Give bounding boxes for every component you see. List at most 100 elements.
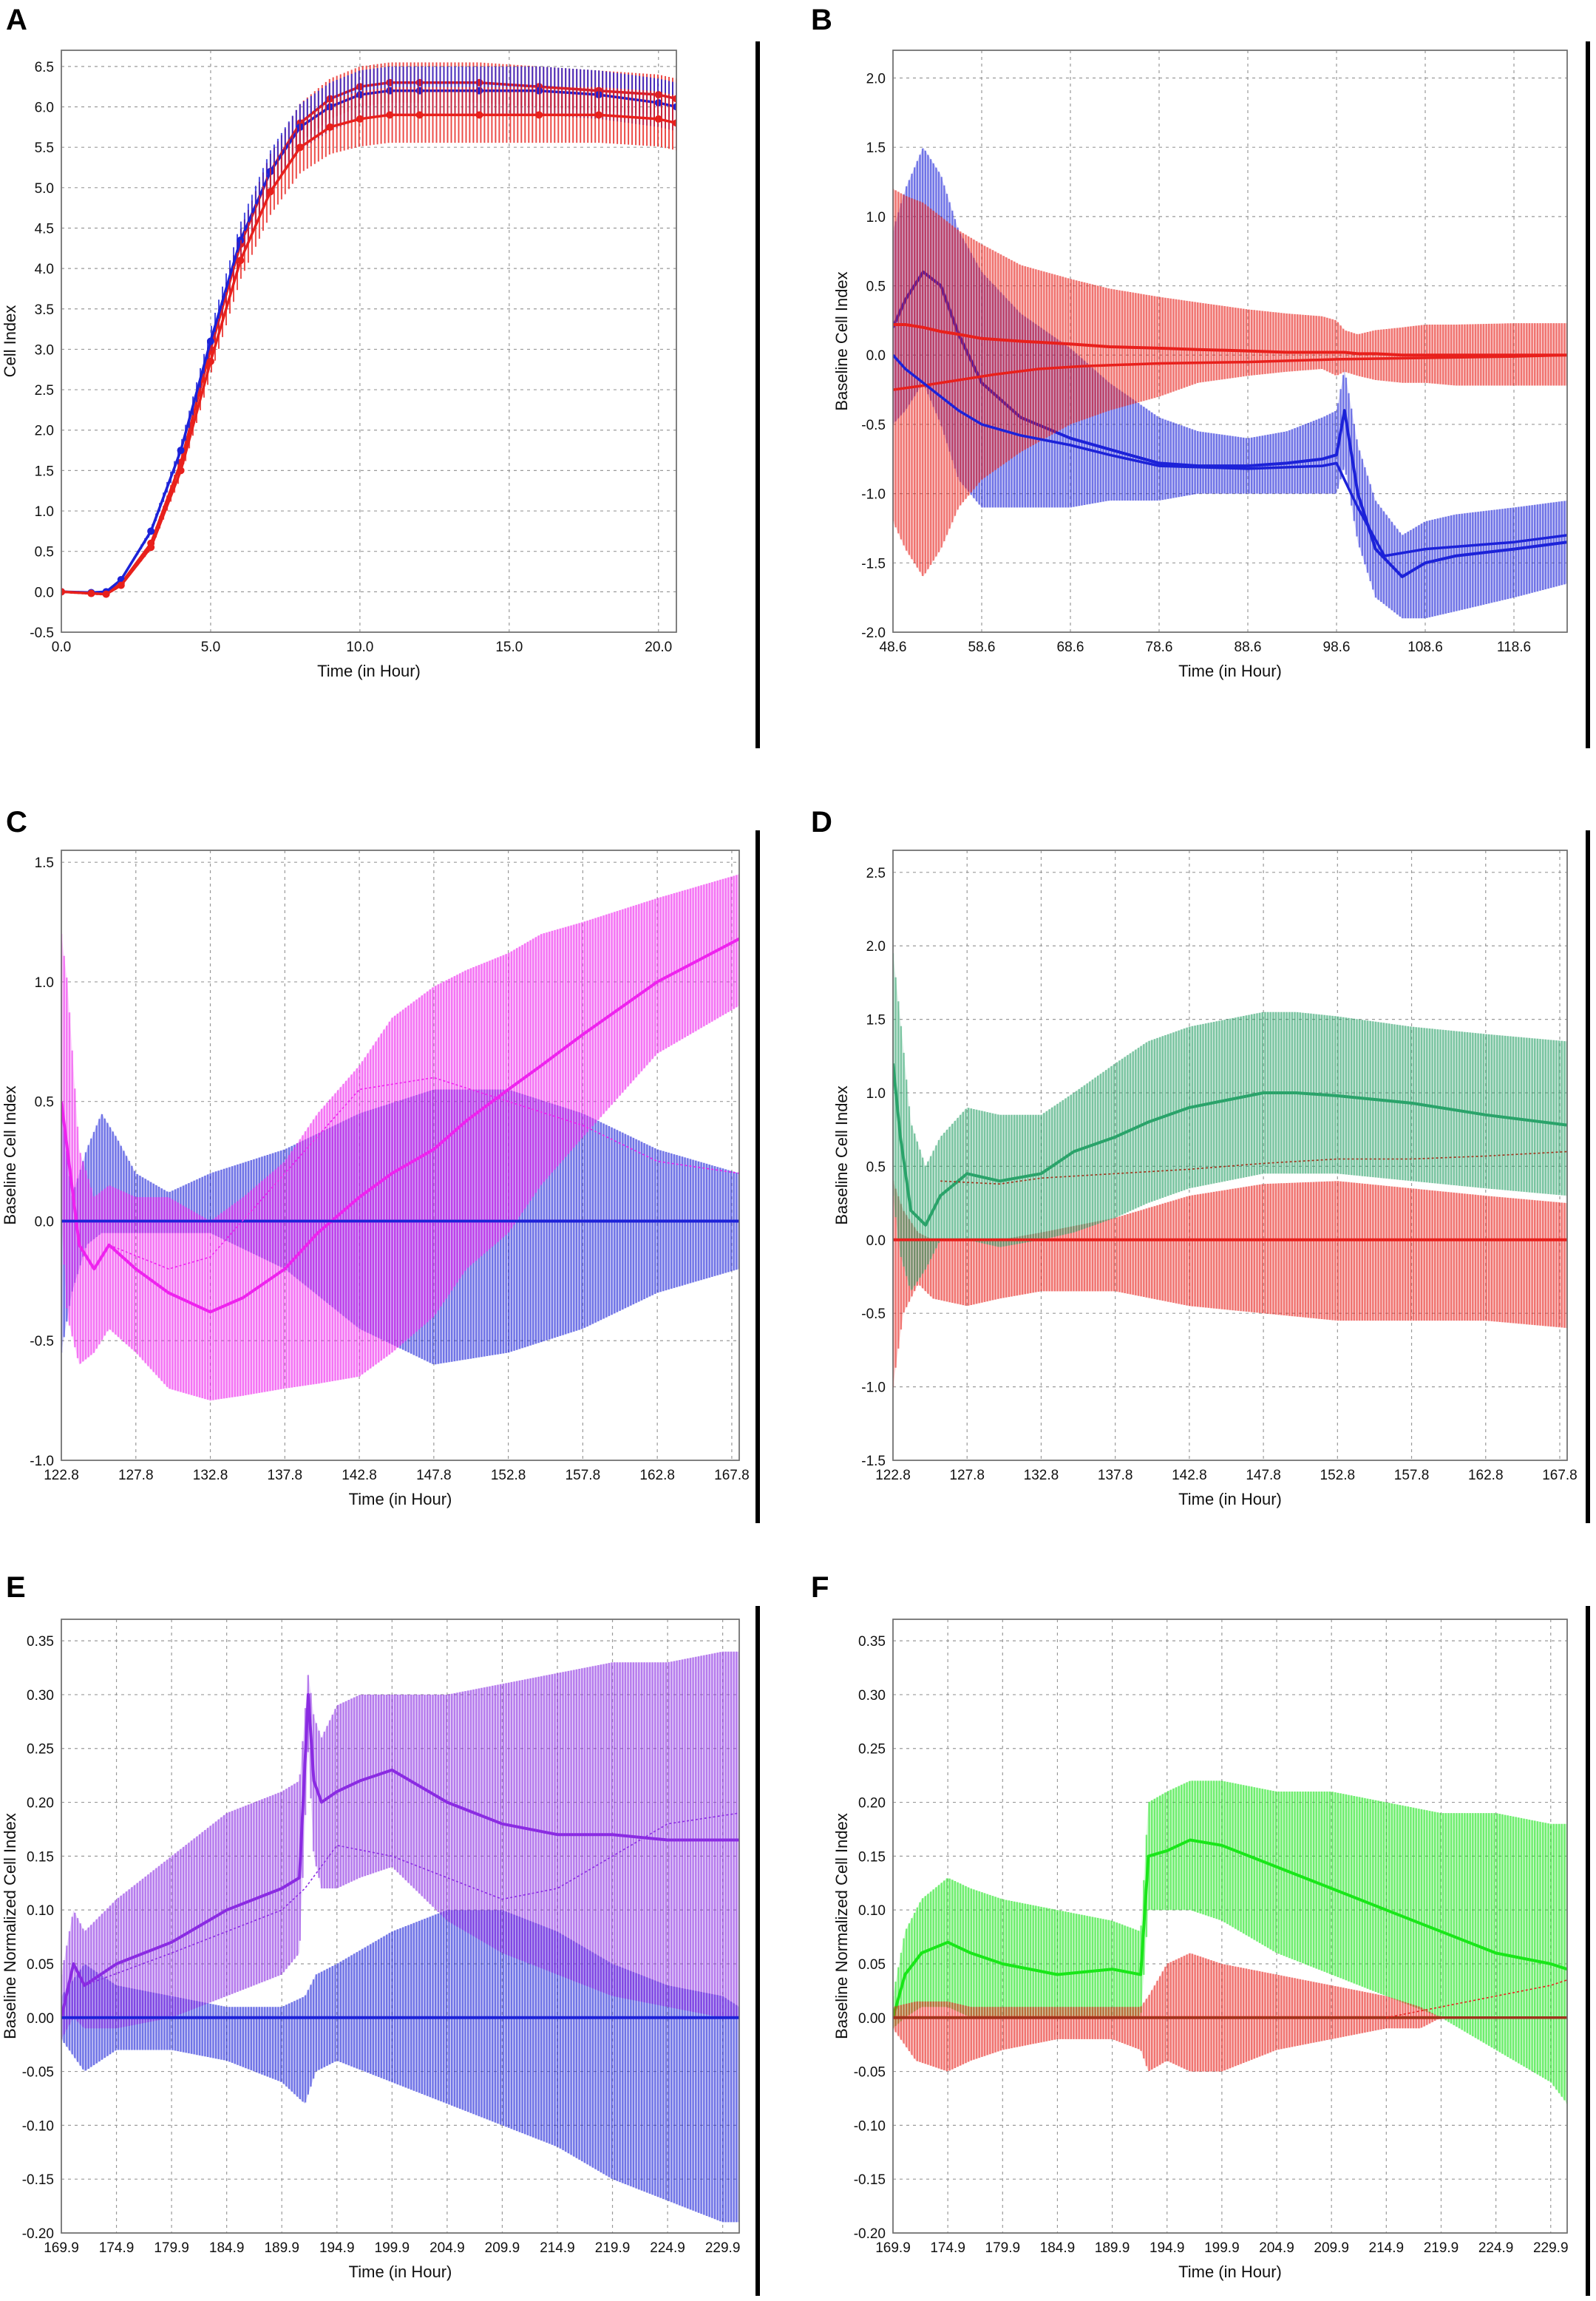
series-red-band xyxy=(893,189,1567,577)
x-tick-label: 209.9 xyxy=(1314,2240,1349,2256)
x-tick-label: 78.6 xyxy=(1146,640,1173,655)
y-tick-label: 0.0 xyxy=(866,348,886,364)
y-tick-label: -0.05 xyxy=(22,2065,54,2081)
y-tick-label: 0.15 xyxy=(27,1849,54,1865)
data-point xyxy=(415,111,424,119)
y-tick-label: 2.5 xyxy=(866,866,886,881)
y-tick-label: 0.00 xyxy=(858,2011,886,2027)
y-tick-label: -0.10 xyxy=(22,2118,54,2134)
y-tick-label: -0.05 xyxy=(854,2065,886,2081)
x-tick-label: 68.6 xyxy=(1057,640,1084,655)
panel-b: B 48.6 58.6 68.6 78.6 88.6 98.6 108.6 118.6 -2.0 -… xyxy=(811,4,1590,748)
mean-line xyxy=(893,1063,1567,1227)
y-tick-label: -0.5 xyxy=(30,1334,54,1349)
x-axis-label: Time (in Hour) xyxy=(317,662,421,680)
x-tick-label: 194.9 xyxy=(319,2240,355,2256)
data-point xyxy=(386,111,394,119)
data-point xyxy=(87,589,95,597)
error-band xyxy=(893,953,1567,1292)
x-tick-label: 174.9 xyxy=(930,2240,965,2256)
y-axis-label: Baseline Normalized Cell Index xyxy=(1,1813,19,2039)
x-tick-label: 204.9 xyxy=(429,2240,465,2256)
x-tick-label: 179.9 xyxy=(154,2240,189,2256)
data-point xyxy=(594,111,602,119)
x-tick-label: 108.6 xyxy=(1407,640,1443,655)
panel-letter: B xyxy=(811,4,832,36)
x-axis-label: Time (in Hour) xyxy=(349,2263,452,2281)
panel-letter: F xyxy=(811,1571,829,1604)
plot-border xyxy=(892,850,1568,1461)
data-point xyxy=(356,83,364,91)
y-tick-label: 4.0 xyxy=(35,262,54,277)
y-tick-label: 0.15 xyxy=(858,1849,886,1865)
y-tick-label: 2.5 xyxy=(35,383,54,399)
x-tick-label: 179.9 xyxy=(985,2240,1021,2256)
x-tick-label: 209.9 xyxy=(485,2240,520,2256)
plot-border xyxy=(61,1619,740,2234)
series-magenta-mean-2 xyxy=(109,1077,739,1270)
y-tick-label: 0.5 xyxy=(35,1095,54,1111)
y-tick-label: 0.05 xyxy=(858,1957,886,1973)
plot-border xyxy=(892,1619,1568,2234)
x-tick-label: 194.9 xyxy=(1150,2240,1185,2256)
y-tick-label: 2.0 xyxy=(866,71,886,87)
plot-border xyxy=(892,50,1568,633)
y-tick-label: -0.20 xyxy=(22,2226,54,2242)
series-magenta-band xyxy=(61,874,739,1401)
data-point xyxy=(237,257,245,265)
data-point xyxy=(177,447,185,455)
x-tick-label: 15.0 xyxy=(495,640,523,655)
x-axis-label: Time (in Hour) xyxy=(1178,2263,1282,2281)
x-tick-label: 162.8 xyxy=(639,1468,675,1483)
x-tick-label: 127.8 xyxy=(949,1468,985,1483)
x-tick-label: 98.6 xyxy=(1323,640,1351,655)
data-point xyxy=(535,111,543,119)
x-tick-label: 122.8 xyxy=(875,1468,911,1483)
y-tick-label: 1.0 xyxy=(35,975,54,991)
series-brown-mean-2 xyxy=(1386,1979,1567,2019)
error-bars xyxy=(893,1181,1567,1387)
y-tick-label: 0.10 xyxy=(858,1903,886,1919)
series-layer xyxy=(61,1651,739,2223)
x-tick-label: 167.8 xyxy=(1542,1468,1578,1483)
data-point xyxy=(356,115,364,123)
x-tick-label: 142.8 xyxy=(342,1468,377,1483)
y-tick-label: 0.0 xyxy=(35,585,54,600)
panel-separator-bar xyxy=(1586,830,1590,1523)
panel-separator-bar xyxy=(1586,1606,1590,2296)
panel-separator-bar xyxy=(755,1606,760,2296)
x-axis-label: Time (in Hour) xyxy=(349,1490,452,1508)
data-point xyxy=(673,95,676,103)
y-tick-label: 0.10 xyxy=(27,1903,54,1919)
x-tick-label: 48.6 xyxy=(880,640,907,655)
y-tick-label: 0.5 xyxy=(866,279,886,295)
y-tick-label: -0.5 xyxy=(30,626,54,641)
y-tick-label: 1.0 xyxy=(35,504,54,520)
data-point xyxy=(206,337,214,345)
y-axis-label: Baseline Normalized Cell Index xyxy=(832,1813,851,2039)
series-layer xyxy=(61,62,676,598)
y-tick-label: -1.0 xyxy=(30,1454,54,1469)
data-point xyxy=(117,581,125,589)
panel-separator-bar xyxy=(1586,41,1590,748)
mean-line xyxy=(893,1838,1567,2019)
x-tick-label: 132.8 xyxy=(193,1468,228,1483)
x-tick-label: 169.9 xyxy=(44,2240,79,2256)
x-tick-label: 174.9 xyxy=(99,2240,135,2256)
y-tick-label: -0.20 xyxy=(854,2226,886,2242)
y-tick-label: 0.30 xyxy=(27,1688,54,1704)
series-blue-mean-2 xyxy=(893,354,1567,558)
y-tick-label: 1.5 xyxy=(866,1013,886,1028)
x-tick-label: 20.0 xyxy=(645,640,672,655)
y-tick-label: 0.20 xyxy=(27,1796,54,1812)
y-tick-label: -0.15 xyxy=(22,2172,54,2188)
y-axis-label: Cell Index xyxy=(1,305,19,378)
x-tick-label: 147.8 xyxy=(416,1468,452,1483)
x-tick-label: 127.8 xyxy=(118,1468,154,1483)
y-tick-label: 0.0 xyxy=(866,1233,886,1249)
x-tick-label: 132.8 xyxy=(1024,1468,1059,1483)
series-red-mean-2 xyxy=(893,353,1567,391)
x-tick-label: 137.8 xyxy=(268,1468,303,1483)
data-point xyxy=(61,588,65,596)
panel-d: D 122.8 127.8 132.8 137.8 142.8 147.8 152.8 157.… xyxy=(811,806,1590,1523)
